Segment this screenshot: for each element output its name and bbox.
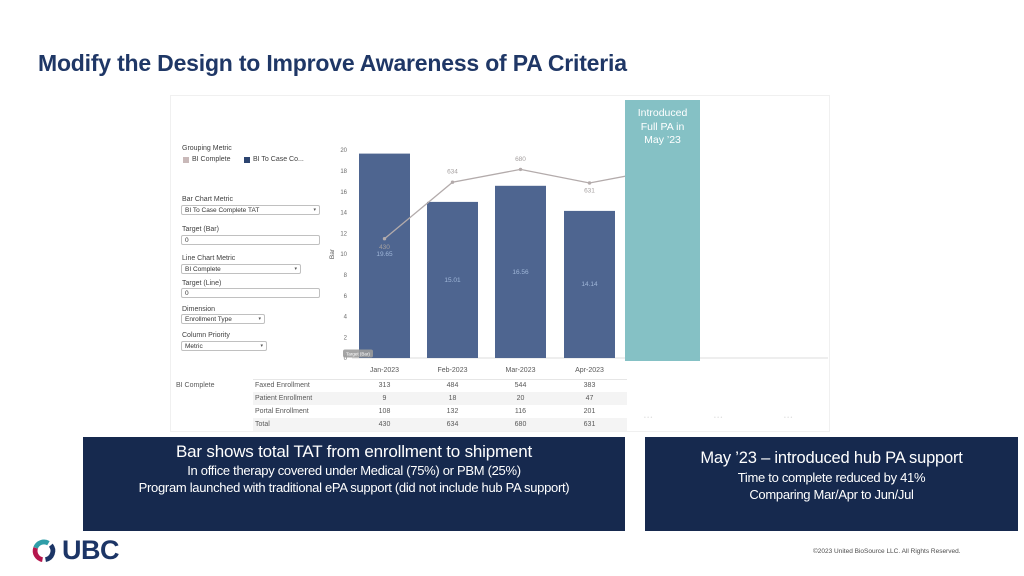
callout-right-line: Comparing Mar/Apr to Jun/Jul	[749, 487, 914, 502]
chevron-down-icon: ▾	[294, 266, 297, 272]
dropdown-column-priority[interactable]: Metric ▾	[181, 341, 267, 351]
faded-table-marks: •••	[714, 415, 724, 421]
table-row-label: Faxed Enrollment	[255, 381, 310, 389]
table-cell: 631	[583, 420, 596, 428]
table-cell: 132	[446, 407, 459, 415]
table-cell: 634	[446, 420, 459, 428]
table-cell: 484	[446, 381, 459, 389]
table-column-header: Apr-2023	[575, 367, 604, 374]
legend-swatch	[183, 156, 189, 163]
table-cell: 201	[583, 407, 596, 415]
table-row-band	[253, 392, 627, 405]
table-cell: 18	[448, 394, 457, 402]
legend-label: BI To Case Co...	[253, 156, 304, 163]
column-priority-label: Column Priority	[182, 332, 230, 339]
annotation-highlight-bar: Introduced Full PA in May ’23	[625, 100, 700, 361]
input-target-line[interactable]: 0	[181, 288, 320, 298]
legend-swatch	[244, 156, 250, 163]
table-row-label: Total	[255, 420, 270, 428]
page-title: Modify the Design to Improve Awareness o…	[38, 50, 627, 76]
field-value: Metric	[185, 342, 203, 350]
field-value: 0	[185, 289, 189, 297]
table-row-band	[253, 418, 627, 431]
table-cell: 116	[514, 407, 527, 415]
field-value: 0	[185, 236, 189, 244]
callout-right-heading: May ’23 – introduced hub PA support	[700, 449, 963, 467]
dropdown-bar-chart-metric[interactable]: BI To Case Complete TAT ▾	[181, 205, 320, 215]
table-column-header: Jan-2023	[369, 367, 400, 374]
callout-left-heading: Bar shows total TAT from enrollment to s…	[176, 442, 532, 461]
callout-left-line: In office therapy covered under Medical …	[187, 463, 521, 478]
table-cell: 680	[514, 420, 527, 428]
table-column-header: Feb-2023	[437, 367, 468, 374]
field-value: Enrollment Type	[185, 315, 232, 323]
faded-table-marks: •••	[784, 415, 794, 421]
ubc-logo: UBC	[28, 533, 120, 567]
table-cell: 20	[516, 394, 525, 402]
callout-right: May ’23 – introduced hub PA support Time…	[645, 437, 1018, 531]
target-bar-label: Target (Bar)	[182, 226, 219, 233]
chevron-down-icon: ▾	[258, 316, 261, 322]
table-cell: 313	[378, 381, 391, 389]
table-row-label: Portal Enrollment	[255, 407, 309, 415]
field-value: BI Complete	[185, 265, 221, 273]
dropdown-line-chart-metric[interactable]: BI Complete ▾	[181, 264, 301, 274]
table-cell: 544	[514, 381, 527, 389]
table-cell: 108	[378, 407, 391, 415]
field-value: BI To Case Complete TAT	[185, 206, 260, 214]
logo-text: UBC	[62, 534, 120, 565]
legend-item-bi-complete: BI Complete	[183, 156, 231, 163]
dropdown-dimension[interactable]: Enrollment Type ▾	[181, 314, 265, 324]
target-line-label: Target (Line)	[182, 280, 222, 287]
table-group-label: BI Complete	[176, 381, 215, 389]
table-row-label: Patient Enrollment	[255, 394, 313, 402]
table-column-header: Mar-2023	[505, 367, 536, 374]
annotation-text: Introduced Full PA in May ’23	[637, 107, 688, 147]
dimension-label: Dimension	[182, 306, 216, 313]
grouping-metric-label: Grouping Metric	[182, 145, 232, 152]
faded-table-marks: •••	[644, 415, 654, 421]
ubc-swirl-icon	[32, 539, 56, 562]
legend-label: BI Complete	[192, 156, 231, 163]
table-header-divider	[253, 378, 627, 380]
table-cell: 9	[382, 394, 387, 402]
callout-left-line: Program launched with traditional ePA su…	[138, 480, 570, 495]
bar-chart-metric-label: Bar Chart Metric	[182, 196, 233, 203]
copyright-text: ©2023 United BioSource LLC. All Rights R…	[813, 548, 961, 555]
table-cell: 383	[583, 381, 596, 389]
input-target-bar[interactable]: 0	[181, 235, 320, 245]
table-cell: 430	[378, 420, 391, 428]
line-chart-metric-label: Line Chart Metric	[182, 255, 236, 262]
callout-left: Bar shows total TAT from enrollment to s…	[83, 437, 625, 531]
chevron-down-icon: ▾	[313, 207, 316, 213]
table-cell: 47	[585, 394, 594, 402]
legend-item-bi-to-case-co: BI To Case Co...	[244, 156, 304, 163]
callout-right-line: Time to complete reduced by 41%	[737, 470, 926, 485]
chevron-down-icon: ▾	[260, 343, 263, 349]
